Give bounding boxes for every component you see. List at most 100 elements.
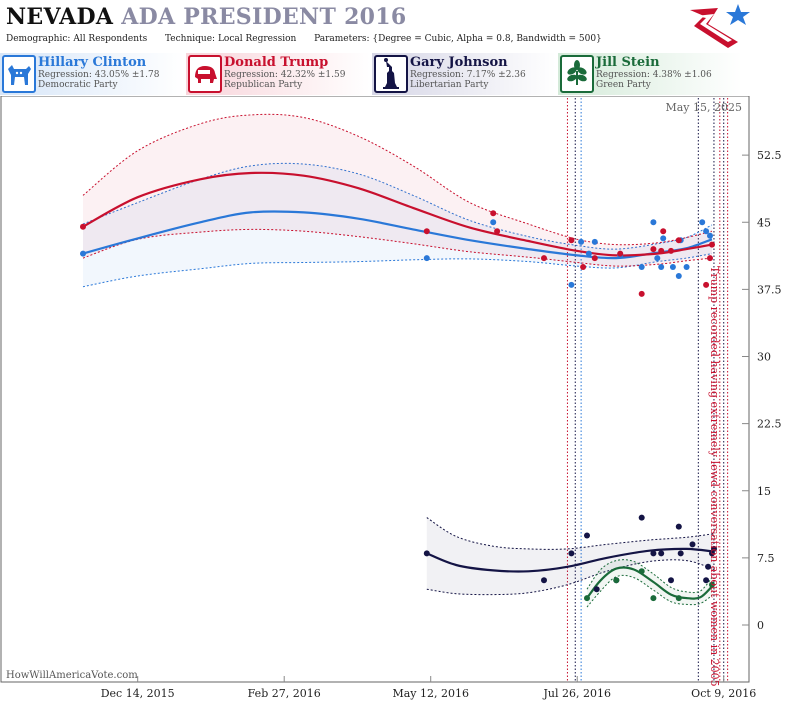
poll-point [568,237,575,244]
technique-value: Local Regression [217,34,297,44]
poll-point [591,238,598,245]
poll-point [638,290,645,297]
legend-item-stein[interactable]: Jill Stein Regression: 4.38% ±1.06 Green… [558,53,742,95]
poll-point [675,273,682,279]
poll-point [668,577,674,584]
leaf-icon [560,55,594,93]
poll-point [568,281,575,288]
y-tick-label: 15 [757,485,771,498]
poll-point [585,250,592,257]
poll-point [699,219,706,226]
title-rest: ADA PRESIDENT 2016 [121,4,407,30]
y-tick-label: 52.5 [757,149,782,162]
poll-point [683,264,690,270]
x-tick-label: May 12, 2016 [392,687,469,700]
poll-points [80,210,717,602]
y-tick-label: 37.5 [757,283,782,296]
poll-point [541,577,547,584]
y-tick-label: 0 [757,619,764,632]
poll-point [650,595,657,602]
regression-line [586,566,713,600]
candidate-regression: Regression: 42.32% ±1.59 [224,70,346,80]
poll-point [650,246,657,253]
poll-point [650,550,657,557]
legend-item-johnson[interactable]: Gary Johnson Regression: 7.17% ±2.36 Lib… [372,53,556,95]
flag-logo-icon[interactable] [688,2,752,50]
candidate-regression: Regression: 4.38% ±1.06 [596,70,712,80]
parameters-line: Demographic: All Respondents Technique: … [6,34,602,44]
y-tick-label: 30 [757,351,771,364]
event-annotation: Trump recorded having extremely lewd con… [708,266,721,687]
elephant-icon [188,55,222,93]
parameters-label: Parameters: [314,34,370,44]
poll-point [675,237,682,244]
confidence-band [587,559,712,608]
event-lines [566,98,729,681]
poll-point [675,595,682,602]
candidate-party: Libertarian Party [410,80,489,90]
demographic-value: All Respondents [73,34,148,44]
upper-bound-line [82,113,713,246]
poll-point [638,568,645,575]
poll-point [494,228,501,235]
poll-point [490,210,497,217]
regression-line [426,547,715,573]
poll-point [578,238,585,245]
poll-point [675,523,682,530]
poll-point [689,541,696,548]
regression-line [82,171,713,257]
poll-point [677,550,684,557]
candidate-party: Green Party [596,80,651,90]
candidate-regression: Regression: 43.05% ±1.78 [38,70,160,80]
poll-point [423,255,430,262]
poll-point [580,264,587,270]
technique-label: Technique: [165,34,216,44]
lower-bound-line [82,228,713,267]
y-tick-label: 22.5 [757,418,782,431]
y-tick-label: 7.5 [757,552,775,565]
chart-date: May 15, 2025 [665,101,742,114]
candidate-regression: Regression: 7.17% ±2.36 [410,70,526,80]
poll-point [490,219,497,226]
poll-point [709,241,715,248]
liberty-statue-icon [374,55,408,93]
poll-point [638,264,645,270]
x-tick-label: Feb 27, 2016 [248,687,321,700]
poll-point [613,577,620,584]
upper-bound-line [426,517,715,550]
header: NEVADA ADA PRESIDENT 2016 Demographic: A… [0,0,789,50]
poll-point [423,550,430,557]
poll-point [423,228,430,235]
poll-point [654,255,661,262]
poll-point [80,250,86,257]
poll-point [568,550,575,557]
candidate-legend: Hillary Clinton Regression: 43.05% ±1.78… [0,53,789,95]
candidate-name: Donald Trump [224,55,329,70]
poll-point [584,532,590,539]
donkey-icon [2,55,36,93]
demographic-label: Demographic: [6,34,71,44]
poll-point [638,514,645,521]
lower-bound-line [426,559,715,596]
confidence-band [83,114,712,267]
legend-item-trump[interactable]: Donald Trump Regression: 42.32% ±1.59 Re… [186,53,370,95]
poll-point [709,581,715,588]
poll-point [707,255,713,262]
poll-point [660,235,667,242]
poll-point [703,281,710,288]
poll-point [617,250,624,257]
poll-point [668,247,674,254]
poll-point [658,550,665,557]
poll-point [709,550,715,557]
x-tick-label: Dec 14, 2015 [101,687,175,700]
x-tick-label: Jul 26, 2016 [542,687,611,700]
poll-point [541,255,547,262]
candidate-name: Hillary Clinton [38,55,147,70]
poll-point [80,223,86,230]
page-title: NEVADA ADA PRESIDENT 2016 [6,4,407,30]
legend-item-clinton[interactable]: Hillary Clinton Regression: 43.05% ±1.78… [0,53,184,95]
poll-point [650,219,657,226]
regression-lines [82,171,715,600]
lower-bound-line [82,253,713,288]
poll-point [707,232,713,239]
